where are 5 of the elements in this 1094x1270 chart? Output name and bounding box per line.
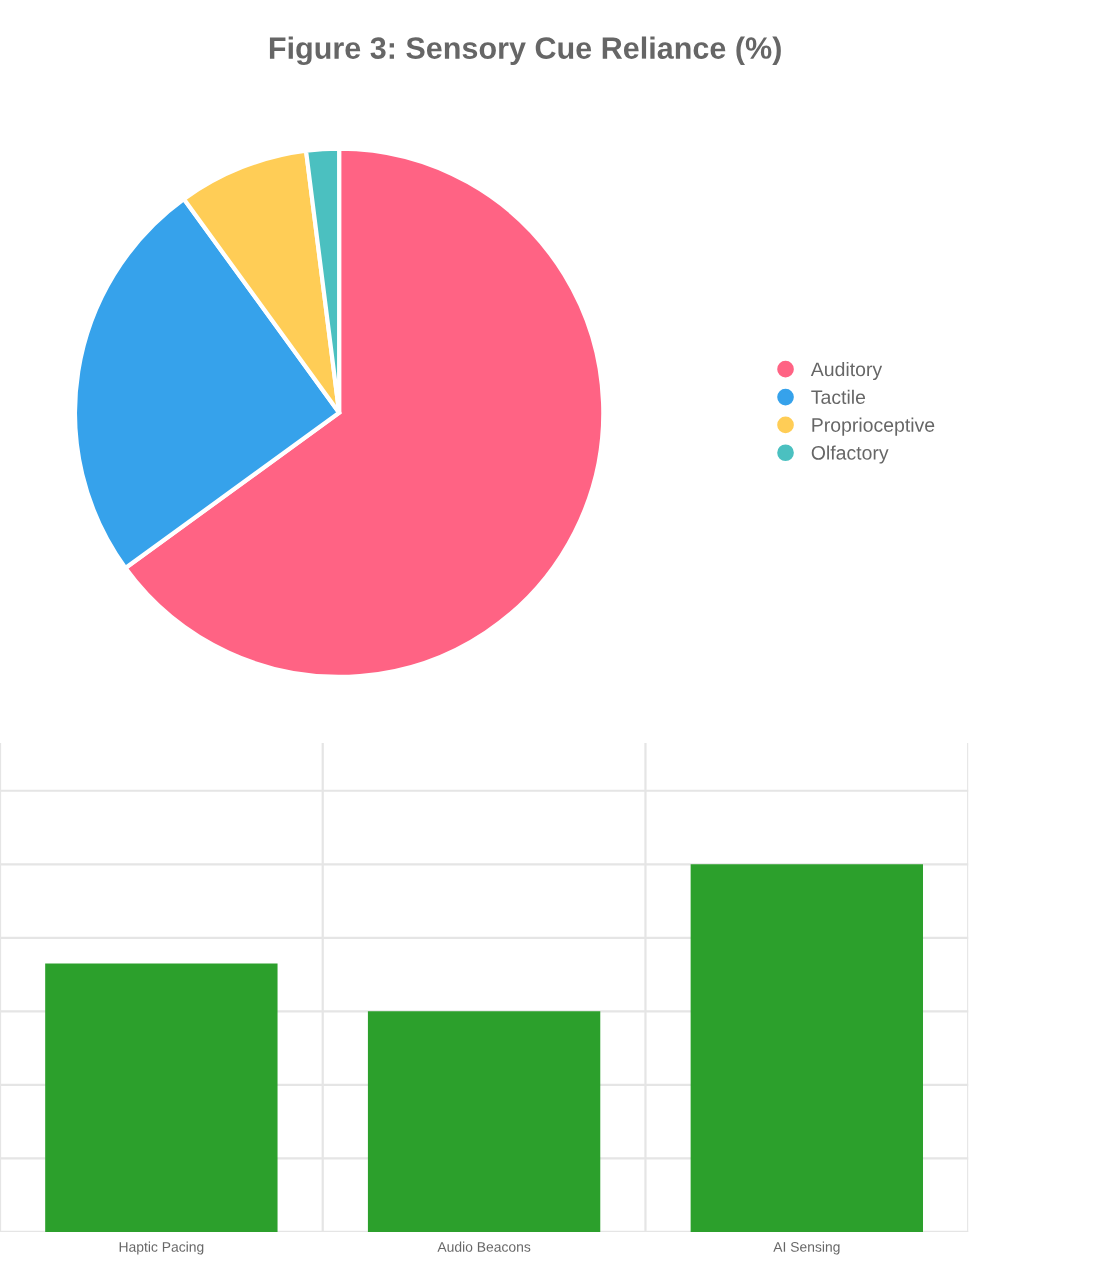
legend-label: Auditory	[810, 361, 883, 381]
legend-label: Proprioceptive	[812, 417, 935, 436]
legend-label: Tactile	[811, 389, 866, 405]
chart-title: Figure 3: Sensory Cue Reliance (%)	[269, 36, 781, 66]
legend-label: Olfactory	[811, 445, 889, 464]
